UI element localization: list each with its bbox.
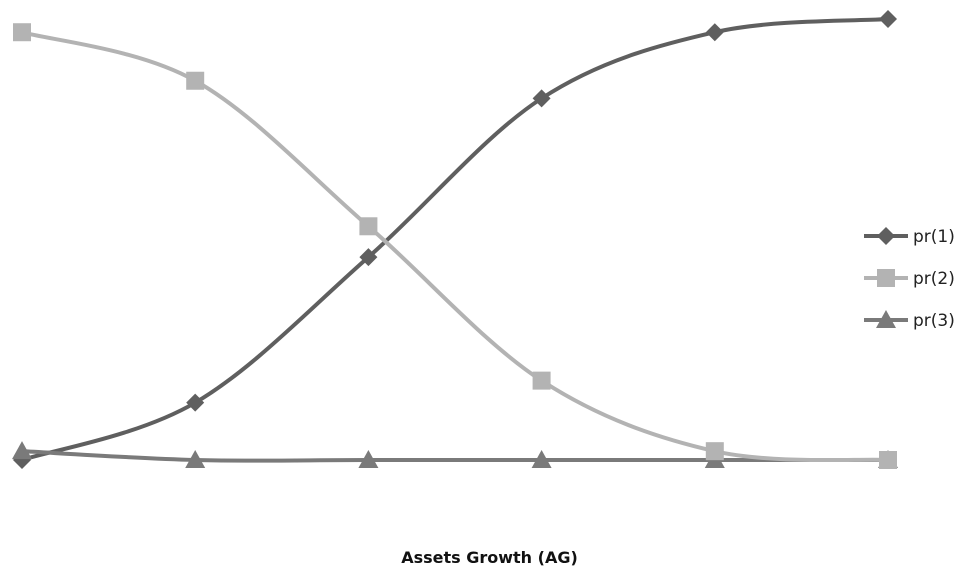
data-point (186, 71, 205, 90)
legend-label: pr(2) (913, 269, 955, 289)
legend-label: pr(3) (913, 311, 955, 331)
legend: pr(1) pr(2) pr(3) (864, 227, 955, 331)
legend-item: pr(1) (864, 227, 955, 247)
data-point (531, 450, 552, 468)
legend-item: pr(2) (864, 269, 955, 289)
legend-item: pr(3) (864, 310, 955, 331)
data-point (359, 217, 378, 236)
series-line (20, 30, 890, 463)
legend-marker (877, 227, 895, 245)
data-point (186, 393, 205, 412)
data-point (879, 451, 897, 469)
data-point (358, 450, 379, 468)
data-point (185, 450, 206, 468)
data-point (13, 23, 31, 42)
legend-label: pr(1) (913, 227, 955, 247)
series-1 (13, 10, 897, 469)
series-line (20, 17, 890, 462)
data-point (532, 371, 551, 390)
data-point (705, 23, 724, 42)
series-line (20, 449, 890, 463)
legend-marker (877, 269, 895, 287)
legend-marker (876, 310, 896, 328)
series-layer (12, 10, 898, 469)
x-axis-label: Assets Growth (AG) (401, 548, 578, 567)
data-point (359, 248, 378, 267)
data-point (879, 10, 897, 28)
series-3 (12, 441, 898, 468)
series-2 (13, 23, 897, 469)
data-point (532, 89, 551, 108)
data-point (12, 441, 32, 460)
data-point (705, 442, 724, 461)
